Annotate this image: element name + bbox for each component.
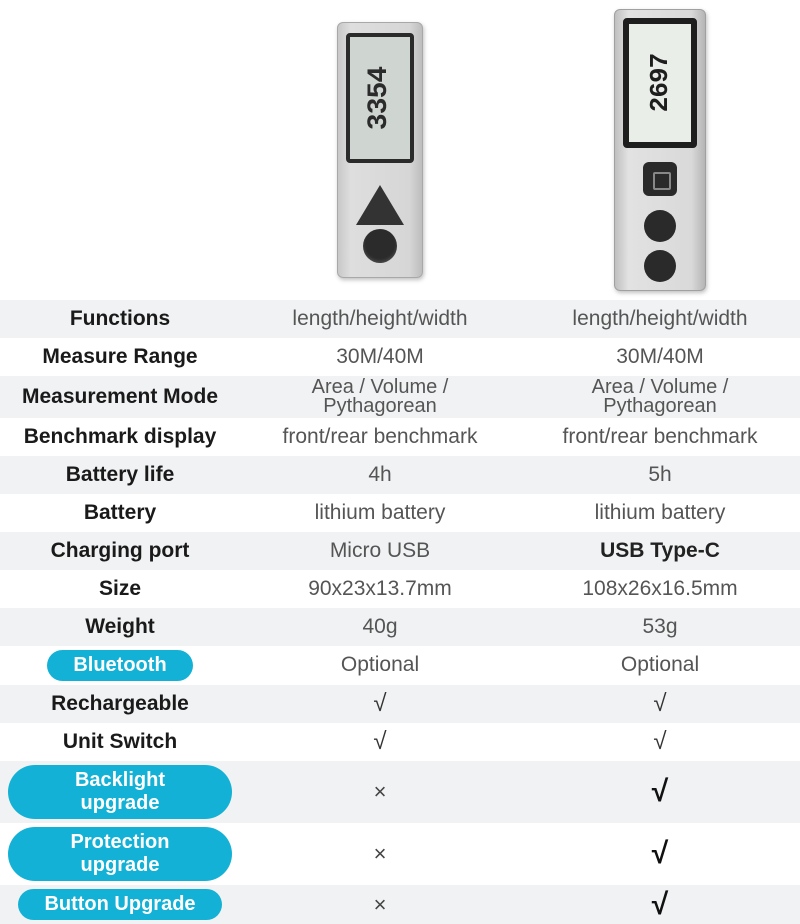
- product-a-display: 3354: [365, 66, 396, 129]
- val-b-backlight: √: [520, 774, 800, 810]
- comparison-table: 3354 2697 Functions length/height/width …: [0, 0, 800, 924]
- label-unit-switch: Unit Switch: [0, 726, 240, 758]
- pill-backlight-upgrade: Backlight upgrade: [8, 765, 232, 819]
- row-protection-upgrade: Protection upgrade × √: [0, 823, 800, 885]
- product-a-device: 3354: [337, 22, 423, 278]
- val-b-functions: length/height/width: [520, 306, 800, 332]
- val-a-benchmark: front/rear benchmark: [240, 424, 520, 450]
- label-size: Size: [0, 573, 240, 605]
- val-a-rechargeable: √: [240, 689, 520, 718]
- val-a-button-upg: ×: [240, 891, 520, 918]
- val-b-battery-life: 5h: [520, 462, 800, 488]
- product-b-device: 2697: [614, 9, 706, 291]
- val-a-backlight: ×: [240, 778, 520, 805]
- product-b-round-button-1-icon: [644, 210, 676, 242]
- val-b-benchmark: front/rear benchmark: [520, 424, 800, 450]
- row-measurement-mode: Measurement Mode Area / Volume / Pythago…: [0, 376, 800, 418]
- val-a-measure-range: 30M/40M: [240, 344, 520, 370]
- val-a-measurement-mode: Area / Volume / Pythagorean: [240, 376, 520, 418]
- label-protection-upgrade: Protection upgrade: [0, 823, 240, 885]
- label-button-upgrade: Button Upgrade: [0, 885, 240, 924]
- product-b-display: 2697: [645, 54, 675, 112]
- label-backlight-upgrade: Backlight upgrade: [0, 761, 240, 823]
- product-b-round-button-2-icon: [644, 250, 676, 282]
- image-row-spacer: [0, 0, 240, 300]
- val-b-size: 108x26x16.5mm: [520, 576, 800, 602]
- val-a-unit-switch: √: [240, 727, 520, 756]
- label-measurement-mode: Measurement Mode: [0, 381, 240, 413]
- val-b-measure-range: 30M/40M: [520, 344, 800, 370]
- val-a-charging-port: Micro USB: [240, 538, 520, 564]
- val-b-unit-switch: √: [520, 727, 800, 756]
- label-charging-port: Charging port: [0, 535, 240, 567]
- pill-protection-upgrade: Protection upgrade: [8, 827, 232, 881]
- val-b-button-upg: √: [520, 887, 800, 923]
- val-b-measurement-mode: Area / Volume / Pythagorean: [520, 376, 800, 418]
- val-a-battery: lithium battery: [240, 500, 520, 526]
- val-a-bluetooth: Optional: [240, 652, 520, 678]
- product-b-screen: 2697: [623, 18, 697, 148]
- val-b-rechargeable: √: [520, 689, 800, 718]
- row-unit-switch: Unit Switch √ √: [0, 723, 800, 761]
- row-functions: Functions length/height/width length/hei…: [0, 300, 800, 338]
- val-b-charging-port: USB Type-C: [520, 538, 800, 564]
- row-weight: Weight 40g 53g: [0, 608, 800, 646]
- row-size: Size 90x23x13.7mm 108x26x16.5mm: [0, 570, 800, 608]
- product-b-image-cell: 2697: [520, 0, 800, 300]
- val-b-battery: lithium battery: [520, 500, 800, 526]
- label-functions: Functions: [0, 303, 240, 335]
- val-a-mm-l2: Pythagorean: [246, 397, 514, 416]
- row-benchmark-display: Benchmark display front/rear benchmark f…: [0, 418, 800, 456]
- row-backlight-upgrade: Backlight upgrade × √: [0, 761, 800, 823]
- val-a-size: 90x23x13.7mm: [240, 576, 520, 602]
- label-benchmark-display: Benchmark display: [0, 421, 240, 453]
- pill-bluetooth: Bluetooth: [47, 650, 192, 681]
- product-a-round-button-icon: [363, 229, 397, 263]
- val-a-functions: length/height/width: [240, 306, 520, 332]
- val-b-bluetooth: Optional: [520, 652, 800, 678]
- row-battery-life: Battery life 4h 5h: [0, 456, 800, 494]
- row-measure-range: Measure Range 30M/40M 30M/40M: [0, 338, 800, 376]
- val-b-protection: √: [520, 836, 800, 872]
- val-a-weight: 40g: [240, 614, 520, 640]
- product-a-image-cell: 3354: [240, 0, 520, 300]
- product-a-screen: 3354: [346, 33, 414, 163]
- val-a-protection: ×: [240, 840, 520, 867]
- pill-button-upgrade: Button Upgrade: [18, 889, 221, 920]
- row-button-upgrade: Button Upgrade × √: [0, 885, 800, 924]
- label-measure-range: Measure Range: [0, 341, 240, 373]
- row-bluetooth: Bluetooth Optional Optional: [0, 646, 800, 685]
- row-battery: Battery lithium battery lithium battery: [0, 494, 800, 532]
- val-a-battery-life: 4h: [240, 462, 520, 488]
- label-weight: Weight: [0, 611, 240, 643]
- product-image-row: 3354 2697: [0, 0, 800, 300]
- val-b-mm-l2: Pythagorean: [526, 397, 794, 416]
- product-a-triangle-button-icon: [356, 185, 404, 225]
- label-rechargeable: Rechargeable: [0, 688, 240, 720]
- val-b-weight: 53g: [520, 614, 800, 640]
- product-b-square-button-icon: [643, 162, 677, 196]
- label-bluetooth: Bluetooth: [0, 646, 240, 685]
- label-battery: Battery: [0, 497, 240, 529]
- row-charging-port: Charging port Micro USB USB Type-C: [0, 532, 800, 570]
- row-rechargeable: Rechargeable √ √: [0, 685, 800, 723]
- label-battery-life: Battery life: [0, 459, 240, 491]
